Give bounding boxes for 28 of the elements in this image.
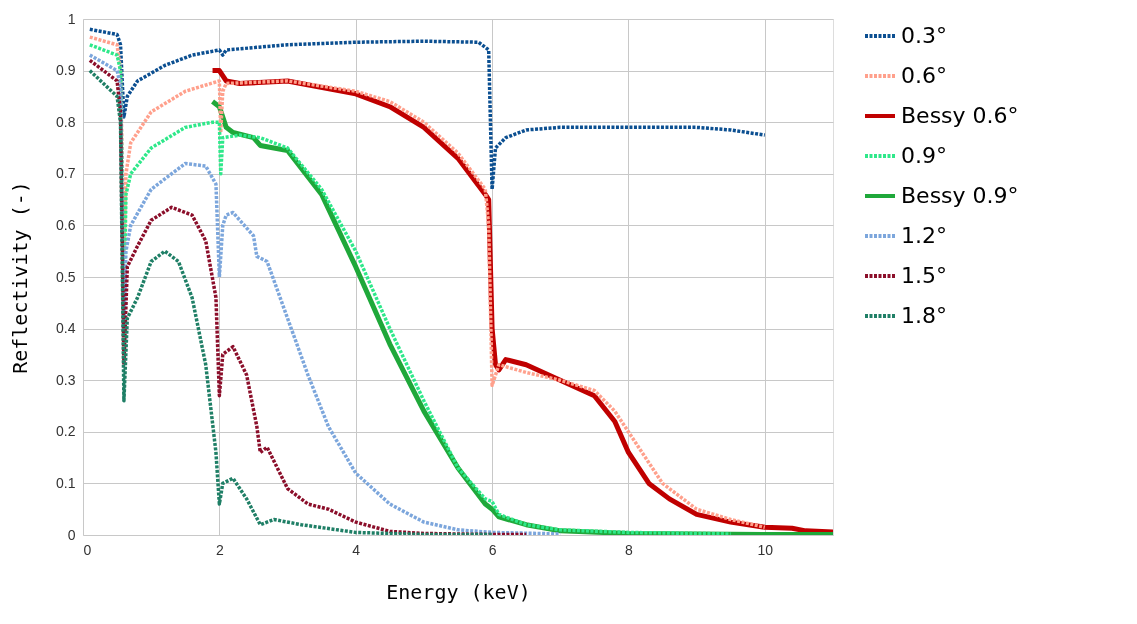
legend-label: 1.8°: [901, 303, 947, 328]
y-tick-label: 0.5: [56, 268, 76, 285]
x-tick-label: 10: [757, 541, 774, 558]
y-tick-label: 0.8: [56, 113, 76, 130]
legend-label: Bessy 0.9°: [901, 183, 1019, 208]
legend-label: 0.6°: [901, 63, 947, 88]
x-tick-label: 2: [215, 541, 224, 558]
y-tick-label: 0: [67, 526, 76, 543]
y-tick-label: 0.7: [56, 165, 76, 182]
legend-label: Bessy 0.6°: [901, 103, 1019, 128]
x-tick-label: 6: [488, 541, 497, 558]
y-tick-label: 0.2: [56, 423, 76, 440]
legend-label: 0.9°: [901, 143, 947, 168]
y-tick-label: 0.1: [56, 474, 76, 491]
y-axis-title: Reflectivity (-): [8, 181, 33, 374]
x-tick-label: 0: [83, 541, 92, 558]
legend-label: 1.5°: [901, 263, 947, 288]
legend-label: 0.3°: [901, 23, 947, 48]
x-axis-title: Energy (keV): [386, 579, 531, 604]
legend-label: 1.2°: [901, 223, 947, 248]
y-tick-label: 0.9: [56, 62, 76, 79]
y-tick-label: 0.3: [56, 371, 76, 388]
x-tick-label: 4: [352, 541, 361, 558]
y-tick-label: 0.6: [56, 216, 76, 233]
line-series: [88, 27, 767, 192]
y-tick-label: 1: [67, 10, 76, 27]
y-tick-label: 0.4: [56, 320, 76, 337]
x-tick-label: 8: [625, 541, 634, 558]
